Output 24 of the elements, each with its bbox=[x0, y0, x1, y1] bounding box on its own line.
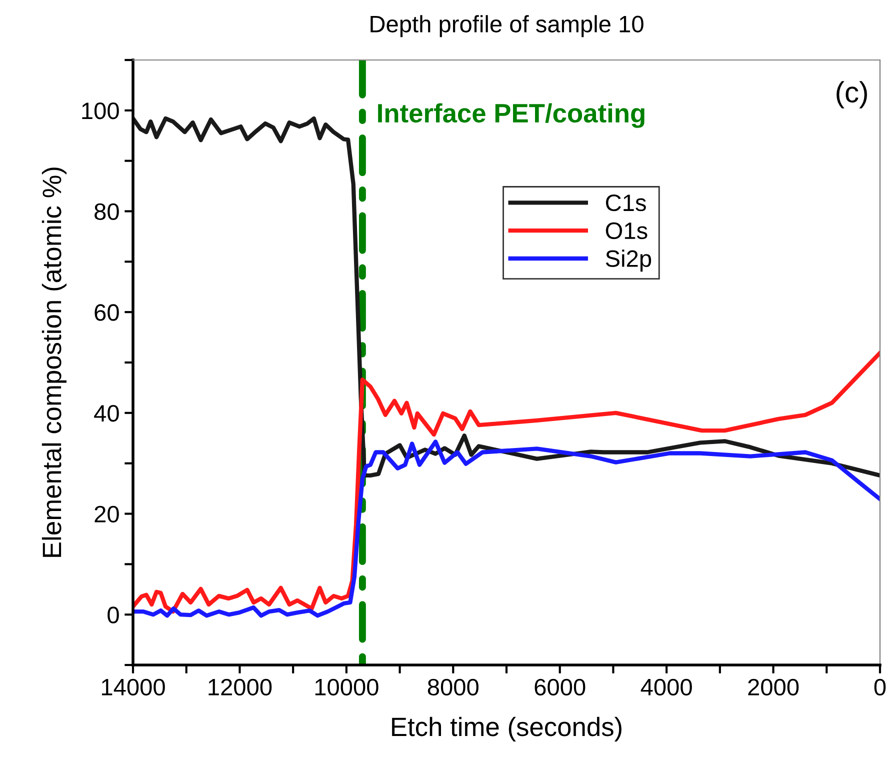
y-tick-label: 100 bbox=[82, 102, 119, 120]
x-tick-label: 4000 bbox=[640, 678, 692, 696]
y-tick-label: 40 bbox=[94, 404, 119, 422]
annotation: (c) bbox=[836, 81, 867, 108]
legend-label: O1s bbox=[606, 222, 648, 240]
x-tick-label: 12000 bbox=[208, 678, 272, 696]
y-axis-title: Elemental compostion (atomic %) bbox=[42, 168, 67, 557]
x-tick-label: 0 bbox=[874, 678, 886, 696]
x-axis-title: Etch time (seconds) bbox=[392, 716, 622, 742]
x-tick-label: 10000 bbox=[315, 678, 378, 696]
x-tick-label: 8000 bbox=[428, 678, 478, 696]
line-series bbox=[133, 350, 880, 614]
chart-title: Depth profile of sample 10 bbox=[370, 15, 644, 38]
x-tick-label: 2000 bbox=[748, 678, 799, 696]
line-series bbox=[133, 440, 880, 618]
legend-label: Si2p bbox=[606, 250, 652, 272]
y-tick-label: 60 bbox=[94, 304, 119, 321]
legend-label: C1s bbox=[606, 194, 646, 212]
ref-line-label: Interface PET/coating bbox=[378, 103, 644, 128]
y-tick-label: 80 bbox=[94, 203, 119, 220]
y-tick-label: 0 bbox=[108, 606, 119, 624]
x-tick-label: 6000 bbox=[534, 678, 586, 696]
x-tick-label: 14000 bbox=[102, 678, 165, 696]
y-tick-label: 20 bbox=[94, 506, 119, 523]
